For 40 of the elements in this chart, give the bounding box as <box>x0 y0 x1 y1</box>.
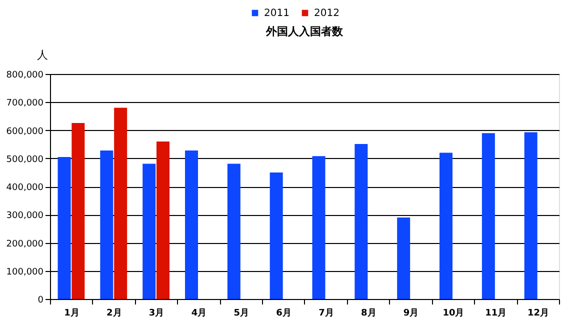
bar <box>440 152 453 299</box>
bar <box>58 156 71 299</box>
legend-label: 2012 <box>314 8 340 19</box>
x-tick-label: 6月 <box>276 308 292 318</box>
bar <box>72 122 85 299</box>
x-tick-label: 2月 <box>106 308 122 318</box>
bar <box>185 150 198 299</box>
y-tick-label: 500,000 <box>6 154 44 165</box>
bar <box>312 156 326 299</box>
bar <box>227 164 240 299</box>
y-tick-label: 300,000 <box>6 211 44 222</box>
bar <box>397 217 410 299</box>
y-tick-label: 700,000 <box>6 98 44 109</box>
bar <box>482 133 495 299</box>
x-tick-label: 12月 <box>528 308 550 318</box>
y-tick-label: 800,000 <box>6 70 44 80</box>
y-tick-label: 600,000 <box>6 126 44 137</box>
x-tick-label: 11月 <box>485 308 507 318</box>
chart-title: 外国人入国者数 <box>265 25 344 38</box>
x-tick-label: 3月 <box>148 308 164 318</box>
x-tick-label: 7月 <box>318 308 334 318</box>
bar <box>270 172 283 299</box>
bar <box>114 108 128 299</box>
bar <box>142 164 156 299</box>
x-tick-label: 5月 <box>234 308 250 318</box>
bar <box>100 150 114 299</box>
y-tick-label: 100,000 <box>6 267 44 278</box>
bar <box>354 144 368 299</box>
y-tick-label: 400,000 <box>6 183 44 193</box>
y-tick-label: 200,000 <box>6 239 44 250</box>
x-tick-label: 10月 <box>442 308 464 318</box>
x-tick-label: 8月 <box>360 308 376 318</box>
x-tick-label: 9月 <box>403 308 419 318</box>
x-tick-label: 1月 <box>64 308 80 318</box>
legend-label: 2011 <box>264 8 290 19</box>
bar <box>156 142 170 299</box>
y-tick-label: 0 <box>38 296 44 306</box>
x-tick-label: 4月 <box>191 308 207 318</box>
y-axis-title: 人 <box>37 48 48 62</box>
bar <box>524 132 538 299</box>
